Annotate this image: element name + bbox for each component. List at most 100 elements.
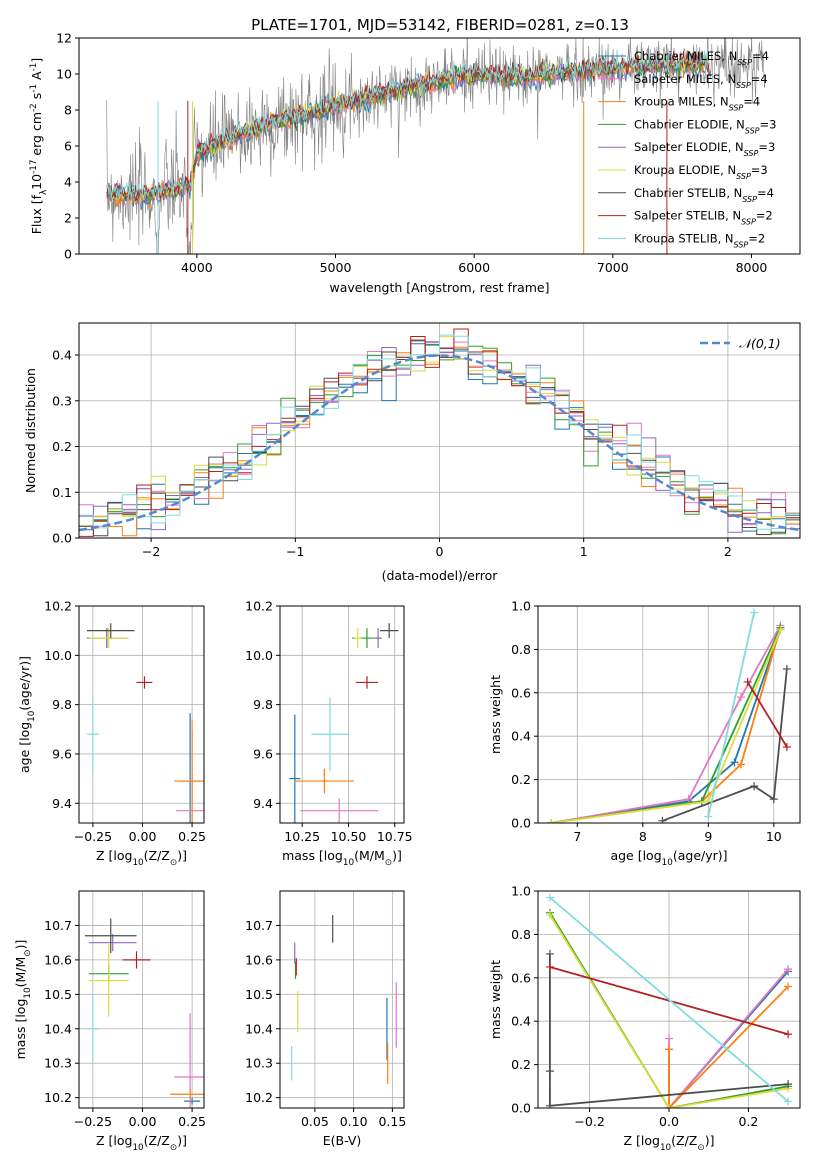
weight-line-7: [746, 681, 788, 748]
y-axis-label: Normed distribution: [23, 368, 38, 493]
x-tick-label: 2: [724, 544, 732, 559]
label-fragment: ⊙: [697, 1143, 704, 1153]
y-tick-label: 12: [56, 31, 72, 46]
y-tick-label: 0.2: [52, 439, 72, 454]
x-tick-label: 0: [436, 544, 444, 559]
legend-label-main: Salpeter ELODIE, N: [634, 140, 744, 154]
y-tick-label: 10.3: [245, 1056, 273, 1071]
label-fragment: (data-model)/error: [382, 568, 499, 583]
z-mass-frame: [78, 890, 205, 1109]
label-fragment: (Z/Z: [671, 1133, 697, 1148]
y-tick-label: 0.8: [511, 642, 531, 657]
weight-marker-6: [545, 1067, 554, 1076]
y-axis-label: age [log10(age/yr)]: [17, 656, 37, 773]
y-tick-label: 9.8: [52, 697, 72, 712]
weight-marker-2: [737, 760, 746, 769]
legend-label-sub: SSP: [729, 103, 744, 112]
legend-label-tail: =4: [743, 95, 760, 109]
x-tick-label: 0.25: [178, 829, 206, 844]
legend-label-main: Kroupa STELIB, N: [634, 231, 734, 245]
legend-label-tail: =4: [751, 72, 768, 86]
legend-label-6: Chabrier STELIB, NSSP=4: [634, 186, 774, 204]
label-fragment: A: [29, 71, 44, 84]
y-tick-label: 10.0: [44, 648, 72, 663]
weight-marker-6: [769, 795, 778, 804]
x-tick-label: 0.2: [738, 1114, 758, 1129]
weight-marker-1: [784, 965, 793, 974]
legend-label-5: Kroupa ELODIE, NSSP=3: [634, 163, 768, 181]
x-tick-label: 8000: [736, 260, 768, 275]
x-tick-label: 7: [573, 829, 581, 844]
label-fragment: 10: [27, 710, 37, 722]
weight-marker-6: [784, 1080, 793, 1089]
y-tick-label: 8: [64, 103, 72, 118]
weight-marker-1: [684, 795, 693, 804]
normal-curve: [79, 354, 800, 532]
y-tick-label: 0.4: [52, 348, 72, 363]
weight-line-8: [549, 896, 789, 1103]
legend-label-tail: =3: [758, 140, 775, 154]
label-fragment: age [log: [17, 722, 32, 773]
label-fragment: Z [log: [623, 1133, 659, 1148]
x-tick-label: 8: [639, 829, 647, 844]
label-fragment: age [log: [610, 848, 661, 863]
weight-line-6: [662, 668, 788, 822]
legend-label-tail: =3: [760, 117, 777, 131]
y-tick-label: 0.2: [511, 772, 531, 787]
legend-label-0: Chabrier MILES, NSSP=4: [634, 49, 769, 67]
label-fragment: )]: [705, 1133, 715, 1148]
x-tick-label: −2: [142, 544, 160, 559]
y-tick-label: 10.7: [245, 918, 273, 933]
z-weight-plot-area: [545, 893, 793, 1108]
y-tick-label: 10.4: [44, 1021, 72, 1036]
normal-legend-label: 𝒩(0,1): [739, 336, 781, 351]
y-tick-label: 9.6: [52, 746, 72, 761]
label-fragment: (Z/Z: [144, 848, 170, 863]
x-tick-label: 4000: [181, 260, 213, 275]
weight-marker-1: [665, 1034, 673, 1043]
weight-marker-2: [784, 982, 793, 991]
weight-line-0: [550, 629, 782, 823]
label-fragment: E(B-V): [323, 1133, 362, 1148]
weight-marker-5: [776, 625, 785, 634]
age-weight-plot-area: [547, 608, 791, 823]
y-tick-label: 0.1: [52, 485, 72, 500]
label-fragment: 10: [662, 858, 674, 868]
legend-label-tail: =4: [752, 49, 769, 63]
label-fragment: 10: [29, 174, 44, 190]
y-tick-label: 10.2: [245, 599, 273, 614]
label-fragment: mass [log: [13, 999, 28, 1060]
y-tick-label: 10: [56, 67, 72, 82]
y-tick-label: 10.0: [245, 648, 273, 663]
legend-label-7: Salpeter STELIB, NSSP=2: [634, 209, 773, 227]
label-fragment: )]: [392, 848, 402, 863]
y-tick-label: 0.0: [52, 531, 72, 546]
y-tick-label: 0.8: [511, 927, 531, 942]
x-axis-label: wavelength [Angstrom, rest frame]: [329, 280, 549, 295]
x-axis-label: Z [log10(Z/Z⊙)]: [623, 1133, 714, 1153]
legend-label-tail: =3: [751, 163, 768, 177]
y-tick-label: 9.4: [52, 796, 72, 811]
label-fragment: -2: [29, 103, 39, 112]
y-tick-label: 10.3: [44, 1056, 72, 1071]
legend-label-tail: =4: [757, 186, 774, 200]
label-fragment: 𝒩(0,1): [739, 336, 781, 351]
y-tick-label: 1.0: [511, 599, 531, 614]
legend-label-main: Kroupa MILES, N: [634, 95, 729, 109]
legend-label-sub: SSP: [745, 126, 760, 135]
x-tick-label: 1: [580, 544, 588, 559]
mass-age-frame: [279, 605, 405, 824]
y-tick-label: 10.2: [44, 599, 72, 614]
legend-label-main: Kroupa ELODIE, N: [634, 163, 736, 177]
y-tick-label: 6: [64, 139, 72, 154]
label-fragment: -1: [29, 84, 39, 93]
x-tick-label: −1: [286, 544, 304, 559]
age-weight-frame: [537, 605, 801, 824]
label-fragment: (age/yr)]: [673, 848, 728, 863]
y-tick-label: 0.0: [511, 1101, 531, 1116]
weight-marker-8: [545, 893, 554, 902]
label-fragment: )]: [177, 1133, 187, 1148]
x-axis-label: E(B-V): [323, 1133, 362, 1148]
